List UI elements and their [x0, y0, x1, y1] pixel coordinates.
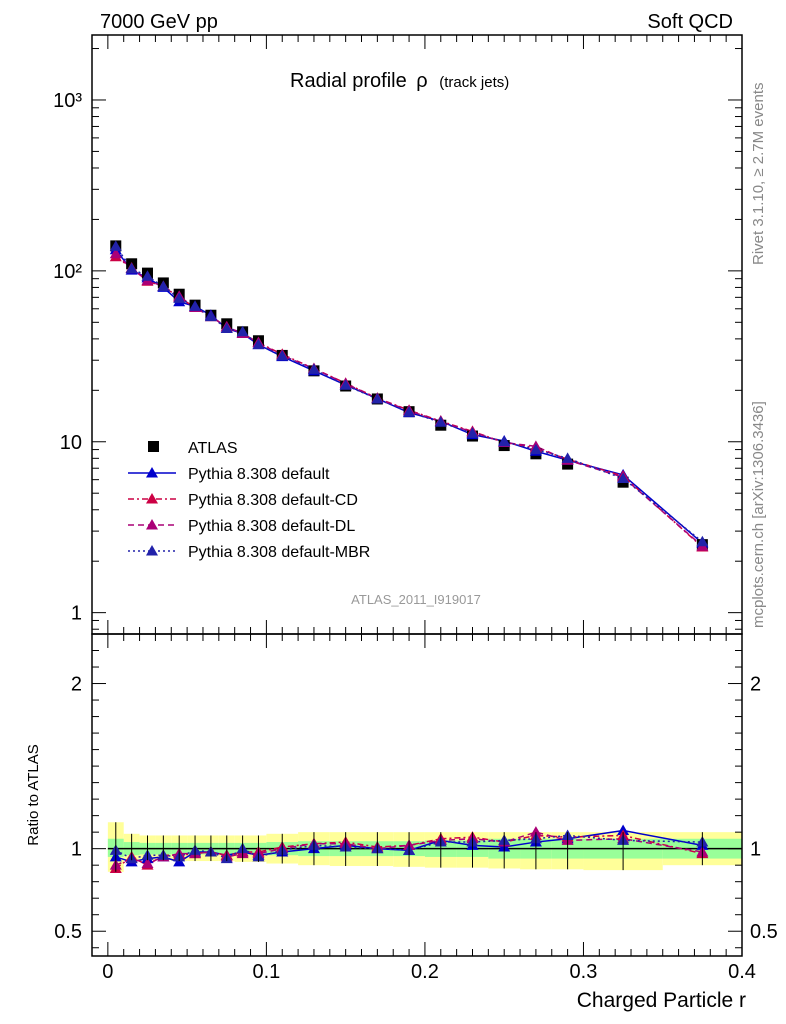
data-point-series-4 — [434, 416, 447, 427]
series-line-4 — [115, 245, 703, 543]
ratio-point-series-2 — [141, 857, 154, 869]
ratio-point-series-2 — [529, 826, 542, 837]
x-tick-label: 0.3 — [570, 961, 598, 983]
analysis-id: ATLAS_2011_I919017 — [351, 592, 481, 607]
main-y-tick-label: 10² — [53, 261, 82, 283]
ratio-line-1 — [115, 834, 703, 870]
ratio-y-tick-label-left: 2 — [71, 674, 82, 696]
x-tick-label: 0.1 — [252, 961, 280, 983]
data-point-series-4 — [173, 292, 186, 303]
data-point-series-4 — [220, 322, 233, 333]
main-title-text: Radial profile — [290, 70, 407, 92]
data-point-series-4 — [109, 240, 122, 251]
legend-marker-3 — [146, 519, 158, 530]
series-line-1 — [115, 249, 703, 544]
ratio-uncertainty-bands — [107, 822, 742, 872]
legend-marker-4 — [146, 545, 158, 556]
main-series — [109, 240, 709, 552]
data-point-series-4 — [252, 338, 265, 350]
ratio-line-3 — [115, 834, 703, 860]
data-point-series-4 — [157, 280, 170, 292]
data-point-series-4 — [696, 535, 709, 547]
data-point-series-4 — [617, 472, 630, 483]
side-label-bottom: mcplots.cern.ch [arXiv:1306.3436] — [750, 401, 767, 628]
main-y-tick-label: 1 — [71, 603, 82, 625]
ratio-frame — [91, 633, 743, 957]
data-point-series-4 — [141, 270, 154, 281]
main-y-tick-label: 10³ — [53, 90, 82, 112]
header-right: Soft QCD — [647, 11, 733, 33]
main-y-tick-label: 10 — [60, 432, 82, 454]
data-point-series-4 — [561, 452, 574, 463]
data-point-series-4 — [125, 262, 138, 274]
ratio-series — [109, 822, 709, 873]
axes: 1 10 10² 10³ 0.5 0.5 1 1 2 2 0 0.1 0.2 0.3 0.4 — [53, 34, 778, 983]
ratio-y-tick-label-left: 0.5 — [54, 921, 82, 943]
header-left: 7000 GeV pp — [100, 11, 218, 33]
x-axis-label: Charged Particle r — [577, 989, 746, 1012]
ratio-line-2 — [115, 831, 703, 866]
data-point-series-4 — [204, 310, 217, 322]
legend-label-4: Pythia 8.308 default-MBR — [188, 544, 370, 561]
x-tick-label: 0.2 — [411, 961, 439, 983]
main-title-symbol: ρ — [416, 70, 427, 92]
ratio-y-tick-label-right: 1 — [750, 839, 761, 861]
legend-label-3: Pythia 8.308 default-DL — [188, 518, 355, 535]
data-point-series-4 — [498, 435, 511, 447]
data-point-series-4 — [276, 349, 289, 361]
ratio-y-tick-label-right: 0.5 — [750, 921, 778, 943]
ratio-line-0 — [115, 829, 703, 863]
data-point-series-3 — [109, 247, 122, 259]
ratio-ylabel: Ratio to ATLAS — [25, 744, 42, 845]
data-point-series-4 — [403, 406, 416, 417]
main-title-suffix: (track jets) — [439, 74, 509, 91]
ratio-y-tick-label-right: 2 — [750, 674, 761, 696]
legend-label-1: Pythia 8.308 default — [188, 466, 330, 483]
data-point-series-4 — [307, 363, 320, 374]
data-point-series-4 — [189, 300, 202, 311]
legend-label-0: ATLAS — [188, 440, 238, 457]
data-point-series-4 — [371, 392, 384, 404]
x-tick-label: 0.4 — [728, 961, 756, 983]
legend-label-2: Pythia 8.308 default-CD — [188, 492, 358, 509]
data-point-series-4 — [236, 325, 249, 337]
legend-marker-1 — [146, 467, 158, 478]
ratio-y-tick-label-left: 1 — [71, 839, 82, 861]
side-label-top: Rivet 3.1.10, ≥ 2.7M events — [750, 83, 767, 266]
data-point-series-4 — [466, 427, 479, 438]
series-line-3 — [115, 253, 703, 547]
legend-marker-2 — [146, 493, 158, 504]
main-title: Radial profile ρ (track jets) — [290, 70, 509, 92]
data-point-series-4 — [339, 379, 352, 390]
legend: ATLAS Pythia 8.308 default Pythia 8.308 de… — [128, 440, 370, 561]
data-point-series-4 — [529, 443, 542, 455]
x-tick-label: 0 — [102, 961, 113, 983]
legend-marker-atlas — [148, 441, 159, 452]
